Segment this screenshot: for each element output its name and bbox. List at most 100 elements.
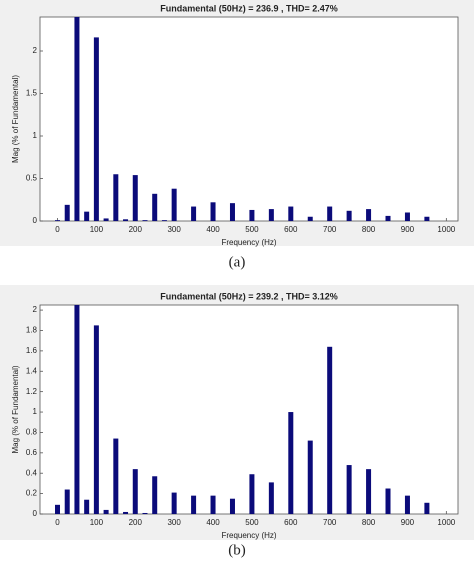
bar	[249, 474, 255, 514]
bar	[424, 216, 430, 221]
bar	[103, 218, 109, 221]
bar	[54, 504, 60, 514]
x-tick-label: 400	[206, 225, 220, 234]
x-tick-label: 300	[167, 225, 181, 234]
chart-title: Fundamental (50Hz) = 236.9 , THD= 2.47%	[160, 3, 338, 13]
bar	[191, 206, 197, 221]
bar	[210, 202, 216, 221]
x-tick-label: 700	[323, 518, 337, 527]
x-tick-label: 200	[129, 518, 143, 527]
x-tick-label: 800	[362, 225, 376, 234]
y-tick-label: 2	[33, 305, 38, 314]
bar	[268, 482, 274, 514]
x-tick-label: 600	[284, 225, 298, 234]
bar	[171, 492, 177, 514]
bar	[249, 209, 255, 221]
bar	[288, 412, 294, 514]
x-tick-label: 1000	[437, 225, 455, 234]
y-tick-label: 1.4	[26, 366, 38, 375]
bar	[229, 203, 235, 221]
bar	[152, 193, 158, 221]
bar	[404, 495, 410, 514]
bar	[161, 220, 167, 221]
bar	[84, 211, 90, 221]
bar	[385, 215, 391, 221]
bar	[93, 325, 99, 514]
bar	[54, 220, 60, 221]
plot-area	[39, 304, 459, 515]
bar	[103, 509, 109, 514]
bar	[74, 17, 80, 221]
y-tick-label: 0.5	[26, 174, 38, 183]
bar	[210, 495, 216, 514]
bar	[132, 469, 138, 514]
x-tick-label: 500	[245, 518, 259, 527]
bar	[64, 489, 70, 514]
bar	[307, 216, 313, 221]
bar	[424, 502, 430, 514]
bar	[142, 220, 148, 221]
bar	[64, 204, 70, 221]
y-tick-label: 1	[33, 407, 38, 416]
x-tick-label: 900	[401, 225, 415, 234]
x-tick-label: 500	[245, 225, 259, 234]
bar	[152, 476, 158, 514]
y-tick-label: 0.4	[26, 468, 38, 477]
bar	[113, 438, 119, 514]
y-tick-label: 0	[33, 509, 38, 518]
x-tick-label: 0	[55, 518, 60, 527]
x-tick-label: 300	[167, 518, 181, 527]
y-tick-label: 0.8	[26, 428, 38, 437]
bar	[171, 188, 177, 221]
x-tick-label: 600	[284, 518, 298, 527]
y-tick-label: 1.6	[26, 346, 38, 355]
bar	[191, 495, 197, 514]
x-tick-label: 100	[90, 518, 104, 527]
bar	[307, 440, 313, 514]
y-tick-label: 1.2	[26, 387, 38, 396]
y-axis-label: Mag (% of Fundamental)	[11, 365, 20, 453]
y-tick-label: 0.6	[26, 448, 38, 457]
chart-title: Fundamental (50Hz) = 239.2 , THD= 3.12%	[160, 291, 338, 301]
x-axis-label: Frequency (Hz)	[221, 238, 276, 247]
x-tick-label: 900	[401, 518, 415, 527]
bar	[346, 465, 352, 514]
bar	[404, 212, 410, 221]
caption: (b)	[228, 542, 246, 558]
bar	[123, 511, 129, 514]
caption: (a)	[229, 254, 246, 270]
y-tick-label: 0.2	[26, 489, 38, 498]
y-tick-label: 2	[33, 46, 38, 55]
bar	[346, 210, 352, 221]
bar	[84, 499, 90, 514]
bar	[366, 209, 372, 221]
bar	[327, 346, 333, 514]
y-tick-label: 1	[33, 131, 38, 140]
plot-area	[39, 16, 459, 222]
bar	[288, 206, 294, 221]
bar	[132, 175, 138, 221]
y-axis-label: Mag (% of Fundamental)	[11, 75, 20, 163]
bar	[327, 206, 333, 221]
y-tick-label: 1.5	[26, 89, 38, 98]
x-tick-label: 1000	[437, 518, 455, 527]
x-tick-label: 400	[206, 518, 220, 527]
x-axis-label: Frequency (Hz)	[221, 531, 276, 540]
x-tick-label: 100	[90, 225, 104, 234]
bar	[268, 209, 274, 221]
y-tick-label: 0	[33, 216, 38, 225]
x-tick-label: 200	[129, 225, 143, 234]
bar	[93, 37, 99, 222]
bar	[123, 219, 129, 221]
x-tick-label: 0	[55, 225, 60, 234]
x-tick-label: 800	[362, 518, 376, 527]
x-tick-label: 700	[323, 225, 337, 234]
bar	[229, 498, 235, 514]
bar	[366, 469, 372, 514]
bar	[142, 512, 148, 514]
bar	[113, 174, 119, 221]
bar	[74, 305, 80, 514]
y-tick-label: 1.8	[26, 326, 38, 335]
bar	[385, 488, 391, 514]
